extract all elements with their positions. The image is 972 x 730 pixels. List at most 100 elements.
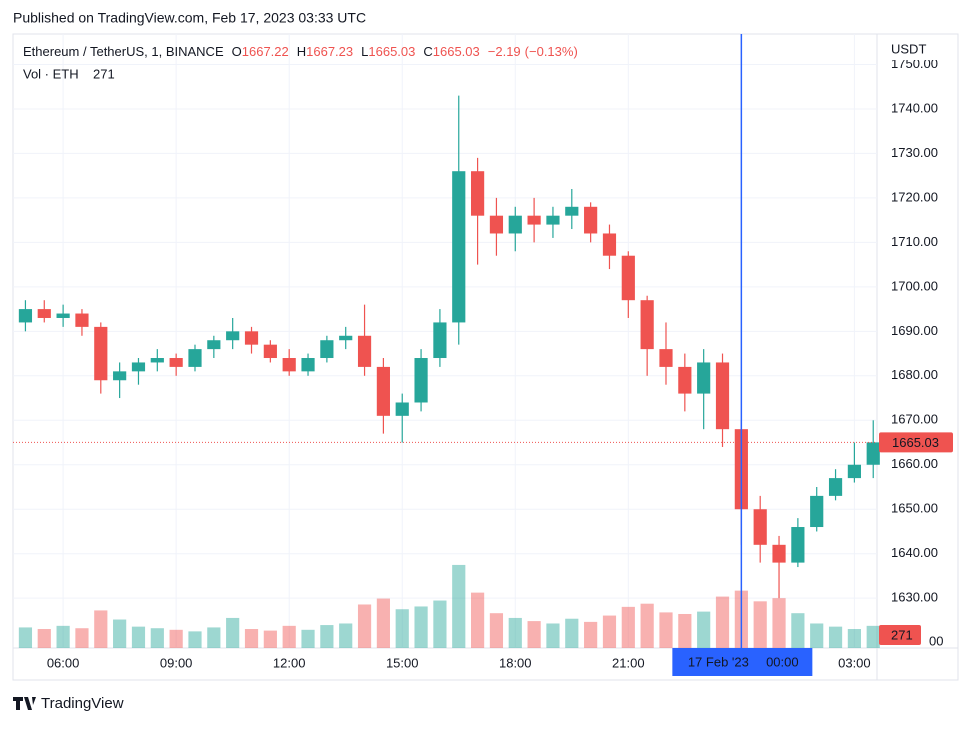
candle-body: [697, 362, 711, 394]
candle-body: [37, 309, 51, 318]
candle-body: [113, 371, 127, 381]
last-volume-label: 271: [891, 627, 913, 642]
volume-tick-label: 00: [929, 633, 943, 648]
currency: USDT: [891, 41, 926, 56]
x-tick-label: 06:00: [47, 655, 80, 670]
volume-value: 271: [93, 66, 115, 81]
candle-body: [847, 464, 861, 479]
volume-bar: [772, 598, 786, 648]
volume-bar: [131, 626, 146, 648]
legend-key: O: [232, 44, 242, 59]
y-tick-label: 1680.00: [891, 367, 938, 382]
x-tick-label: 09:00: [160, 655, 193, 670]
candle-body: [602, 233, 617, 256]
volume-bar: [169, 629, 183, 648]
volume-bar: [56, 625, 70, 648]
volume-bar: [659, 612, 673, 648]
volume-bar: [18, 627, 33, 648]
last-price-box: [879, 432, 953, 453]
volume-bar: [282, 625, 296, 648]
candle-body: [546, 215, 560, 225]
x-tick-label: 15:00: [386, 655, 419, 670]
x-tick-label: 21:00: [612, 655, 645, 670]
volume-bar: [546, 623, 560, 648]
candle-body: [470, 171, 485, 216]
volume-bar: [602, 615, 617, 648]
candle-body: [489, 215, 504, 234]
crosshair-time: 00:00: [766, 654, 799, 669]
y-tick-label: 1720.00: [891, 189, 938, 204]
candle-body: [301, 358, 315, 372]
volume-bar: [847, 629, 861, 648]
symbol-title: Ethereum / TetherUS, 1, BINANCE: [23, 44, 224, 59]
volume-bar: [94, 610, 108, 648]
volume-bar: [715, 596, 730, 648]
candle-body: [810, 495, 824, 528]
volume-bar: [678, 613, 692, 648]
candle-body: [828, 478, 843, 496]
candle-body: [640, 300, 654, 350]
legend-key: C: [423, 44, 432, 59]
y-tick-label: 1660.00: [891, 456, 938, 471]
candle-body: [678, 366, 692, 394]
candle-body: [357, 335, 372, 367]
volume-bar: [584, 621, 598, 648]
last-volume-box: [879, 625, 921, 645]
candle-body: [414, 358, 428, 403]
chart-header: Ethereum / TetherUS, 1, BINANCE O1667.22 H…: [23, 44, 578, 59]
y-tick-label: 1690.00: [891, 323, 938, 338]
candle-body: [508, 215, 522, 234]
legend-value: 1665.03: [368, 44, 415, 59]
volume-bar: [301, 629, 315, 648]
y-tick-label: 1650.00: [891, 501, 938, 516]
candle-body: [131, 362, 146, 372]
publisher: Published on TradingView.com, Feb 17, 20…: [13, 10, 366, 26]
volume-title: Vol · ETH: [23, 66, 79, 81]
chart-frame: [12, 33, 959, 681]
candle-body: [659, 349, 673, 367]
y-tick-label: 1740.00: [891, 100, 938, 115]
candle-body: [584, 206, 598, 234]
volume-bar: [244, 629, 259, 648]
volume-bar: [339, 623, 353, 648]
volume-bar: [207, 627, 221, 648]
volume-bar: [452, 564, 466, 648]
candle-body: [395, 402, 409, 416]
candle-body: [320, 340, 334, 359]
candle-body: [452, 171, 466, 323]
brand-logo: TradingView: [13, 695, 124, 712]
volume-bar: [621, 606, 635, 648]
volume-bar: [188, 631, 202, 648]
volume-bar: [357, 604, 372, 648]
candle-body: [339, 335, 353, 341]
volume-bar: [527, 621, 541, 648]
y-tick-label: 1730.00: [891, 145, 938, 160]
volume-bar: [376, 598, 390, 648]
x-tick-label: 18:00: [499, 655, 532, 670]
x-tick-label: 12:00: [273, 655, 306, 670]
brand: TradingView: [41, 695, 124, 712]
y-tick-label: 1710.00: [891, 234, 938, 249]
candle-body: [169, 358, 183, 367]
volume-bar: [697, 611, 711, 648]
candle-body: [772, 544, 786, 563]
candle-body: [263, 344, 277, 359]
candle-body: [866, 442, 880, 465]
legend-value: 1667.23: [306, 44, 353, 59]
y-tick-label: 1630.00: [891, 590, 938, 605]
currency-bg: [879, 38, 957, 60]
change: −2.19: [488, 44, 521, 59]
candle-body: [56, 313, 70, 318]
volume-bar: [113, 619, 127, 648]
volume-bar: [489, 613, 504, 648]
candle-body: [188, 349, 202, 367]
candle-body: [376, 366, 390, 416]
volume-bar: [828, 626, 843, 648]
candle-body: [753, 509, 767, 545]
candle-body: [282, 358, 296, 372]
candle-body: [621, 255, 635, 301]
candle-body: [244, 331, 259, 345]
volume-bar: [395, 609, 409, 648]
